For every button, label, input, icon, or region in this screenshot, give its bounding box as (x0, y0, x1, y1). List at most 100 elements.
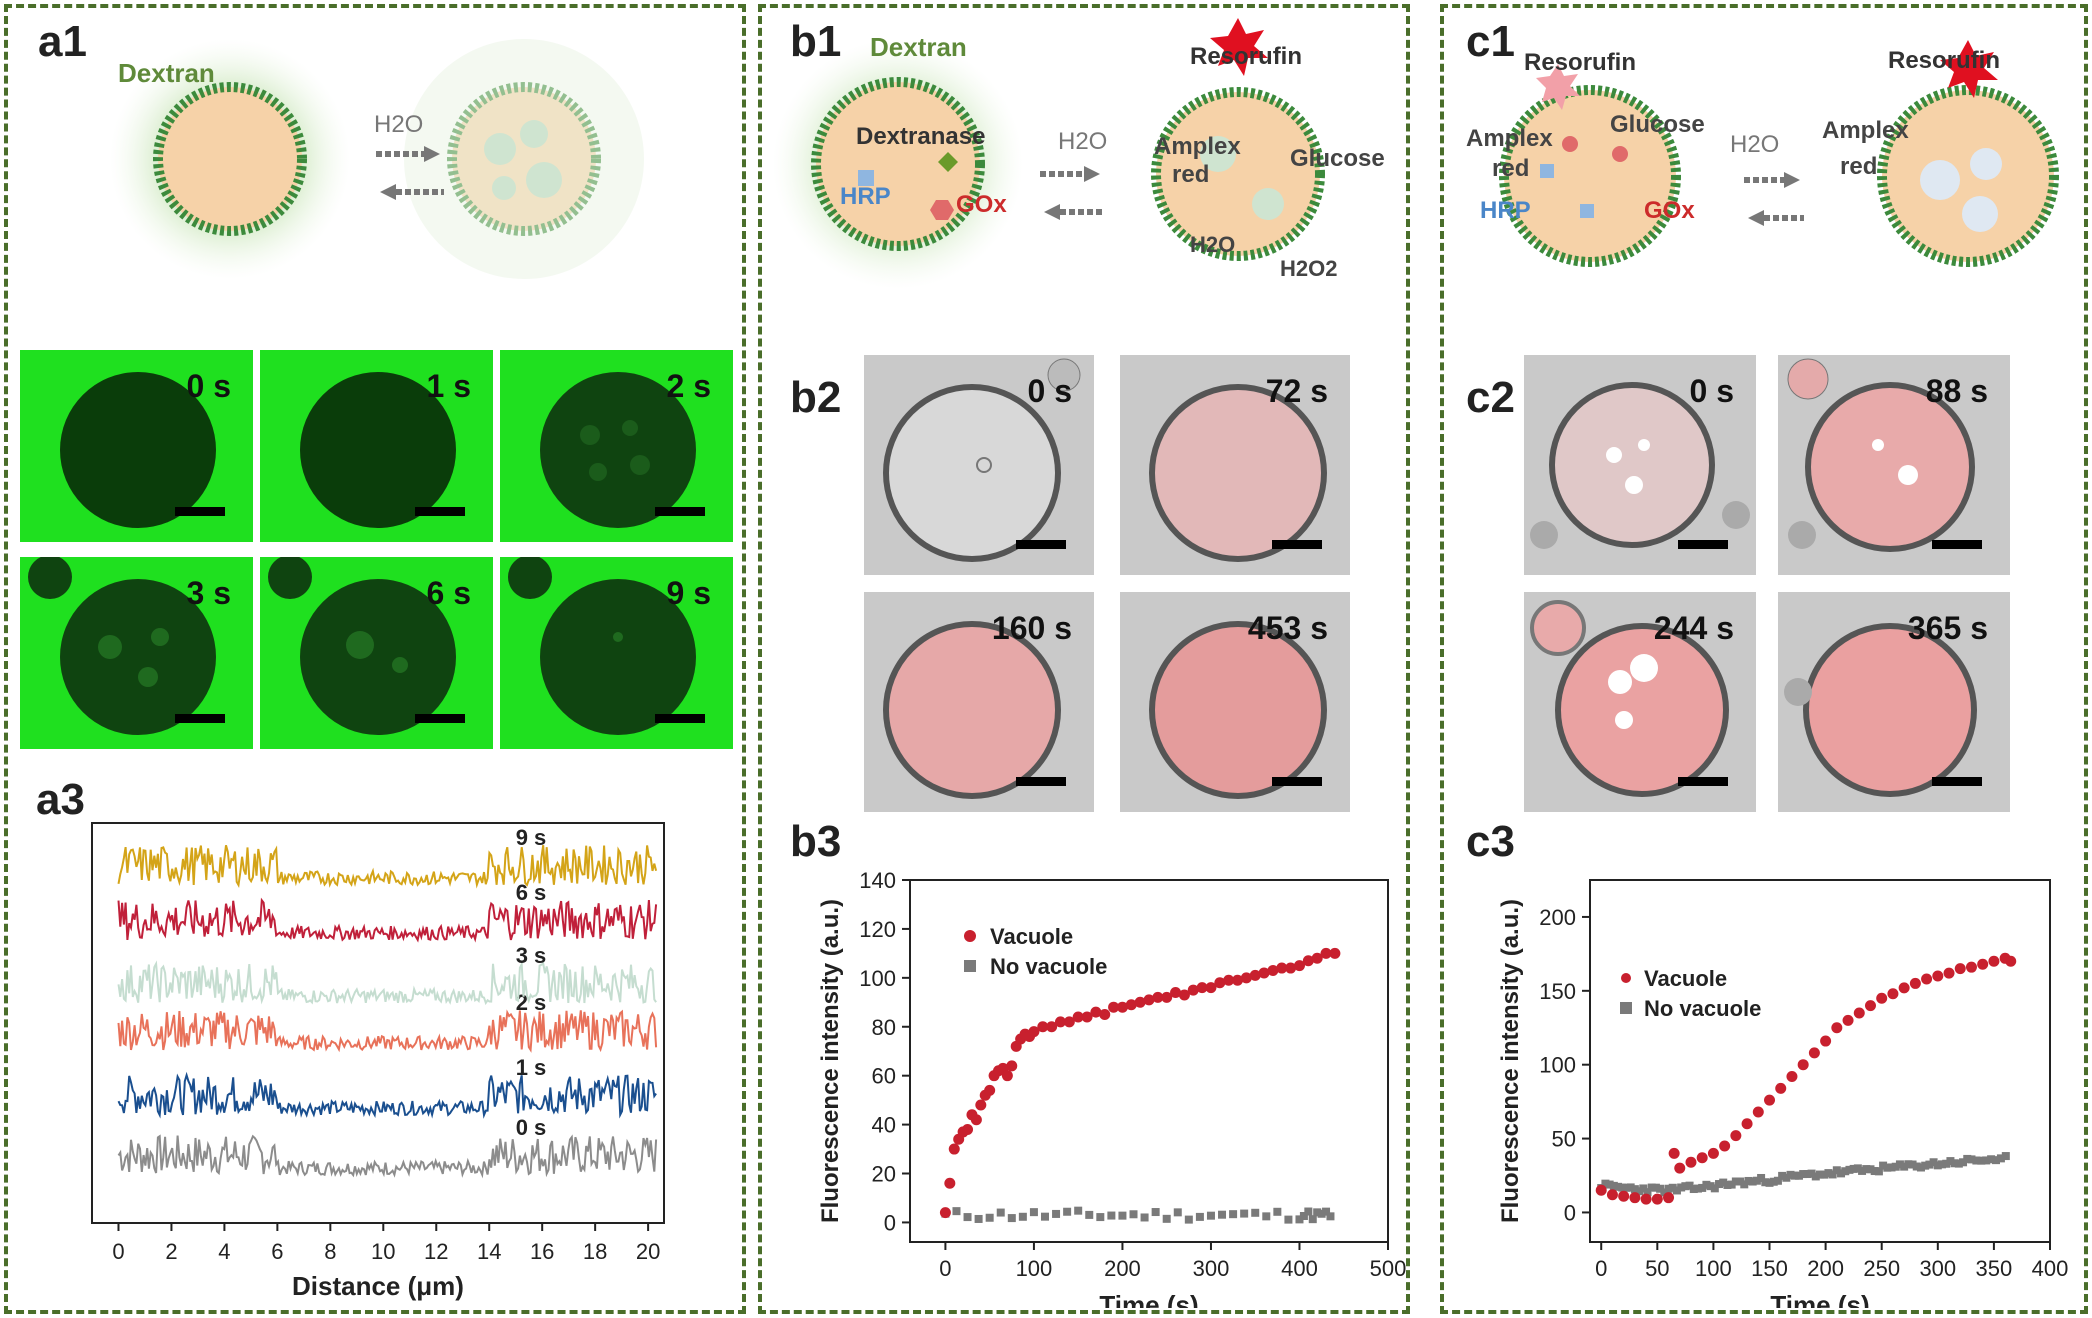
plot-frame (1589, 879, 2051, 1243)
y-axis-label: Fluorescence intensity (a.u.) (817, 899, 844, 1223)
point-no-vacuole (1107, 1211, 1116, 1220)
x-tick-label: 50 (1645, 1256, 1669, 1281)
x-tick-label: 150 (1751, 1256, 1788, 1281)
point-vacuole (1258, 967, 1270, 979)
point-no-vacuole (1299, 1212, 1308, 1221)
point-no-vacuole (2001, 1152, 2010, 1161)
point-no-vacuole (1972, 1156, 1981, 1165)
point-no-vacuole (1029, 1208, 1038, 1217)
point-no-vacuole (1883, 1163, 1892, 1172)
point-vacuole (1909, 977, 1921, 989)
point-no-vacuole (1656, 1184, 1665, 1193)
point-no-vacuole (1832, 1166, 1841, 1175)
micrograph-a2-6s: 6 s (260, 557, 493, 749)
amplex-left-label: Amplex (1466, 125, 1553, 152)
point-no-vacuole (1317, 1209, 1326, 1218)
time-label: 244 s (1653, 610, 1734, 646)
trace-label: 9 s (516, 825, 547, 850)
point-no-vacuole (1870, 1167, 1879, 1176)
point-no-vacuole (1916, 1163, 1925, 1172)
dextranase-label: Dextranase (856, 123, 985, 150)
point-no-vacuole (1063, 1207, 1072, 1216)
point-no-vacuole (1284, 1215, 1293, 1224)
point-vacuole (1853, 1007, 1865, 1019)
point-vacuole (1954, 963, 1966, 975)
vacuole (484, 133, 516, 165)
point-no-vacuole (996, 1208, 1005, 1217)
point-no-vacuole (1874, 1167, 1883, 1176)
micrograph-a2-3s: 3 s (20, 557, 253, 749)
point-no-vacuole (1689, 1185, 1698, 1194)
point-vacuole (1214, 977, 1226, 989)
point-vacuole (1752, 1106, 1764, 1118)
point-no-vacuole (1837, 1169, 1846, 1178)
point-no-vacuole (1841, 1167, 1850, 1176)
coacervate-droplet (153, 82, 307, 236)
point-vacuole (1618, 1190, 1630, 1202)
point-no-vacuole (1639, 1184, 1648, 1193)
point-no-vacuole (1326, 1212, 1335, 1221)
point-no-vacuole (1096, 1213, 1105, 1222)
point-no-vacuole (1647, 1183, 1656, 1192)
x-tick-label: 0 (939, 1256, 951, 1281)
amplex-label: Amplex (1154, 133, 1241, 160)
point-no-vacuole (1849, 1164, 1858, 1173)
glucose-label: Glucose (1610, 111, 1705, 138)
hrp-icon (1540, 164, 1554, 178)
x-tick-label: 12 (424, 1239, 448, 1264)
point-no-vacuole (1895, 1160, 1904, 1169)
hrp-icon (858, 170, 874, 186)
point-no-vacuole (1731, 1177, 1740, 1186)
point-no-vacuole (1938, 1160, 1947, 1169)
point-no-vacuole (1677, 1183, 1686, 1192)
water-halo (404, 39, 644, 279)
legend-marker-vacuole (1621, 973, 1631, 983)
point-vacuole (1320, 947, 1332, 959)
trace-label: 3 s (516, 943, 547, 968)
point-vacuole (939, 1207, 951, 1219)
trace-label: 0 s (516, 1115, 547, 1140)
point-vacuole (1161, 991, 1173, 1003)
point-no-vacuole (1313, 1208, 1322, 1217)
point-no-vacuole (1820, 1170, 1829, 1179)
point-vacuole (1028, 1026, 1040, 1038)
label-c1: c1 (1466, 17, 1515, 66)
label-c2: c2 (1466, 373, 1515, 422)
point-no-vacuole (1685, 1181, 1694, 1190)
trace-0s (117, 1134, 658, 1179)
point-vacuole (1764, 1094, 1776, 1106)
point-vacuole (1786, 1071, 1798, 1083)
point-vacuole (1864, 1000, 1876, 1012)
point-no-vacuole (1778, 1171, 1787, 1180)
point-vacuole (962, 1123, 974, 1135)
point-no-vacuole (1273, 1207, 1282, 1216)
point-no-vacuole (1987, 1155, 1996, 1164)
point-vacuole (1285, 962, 1297, 974)
point-vacuole (1223, 974, 1235, 986)
point-no-vacuole (985, 1213, 994, 1222)
y-axis-label: Fluorescence intensity (a.u.) (1497, 899, 1524, 1223)
point-no-vacuole (1782, 1173, 1791, 1182)
trace-label: 2 s (516, 990, 547, 1015)
x-tick-label: 18 (583, 1239, 607, 1264)
dextran-label: Dextran (870, 32, 967, 62)
point-no-vacuole (1736, 1177, 1745, 1186)
coacervate-droplet-vacuole (1877, 85, 2059, 267)
point-no-vacuole (1218, 1210, 1227, 1219)
micrograph-c2-365s: 365 s (1778, 592, 2010, 812)
point-vacuole (1898, 982, 1910, 994)
point-no-vacuole (1858, 1166, 1867, 1175)
point-no-vacuole (1605, 1180, 1614, 1189)
h2o-label: H2O (374, 111, 423, 138)
point-no-vacuole (1727, 1180, 1736, 1189)
point-no-vacuole (1660, 1188, 1669, 1197)
x-tick-label: 20 (636, 1239, 660, 1264)
label-b1: b1 (790, 17, 842, 66)
trace-6s (117, 897, 658, 943)
scale-bar (1272, 540, 1322, 549)
point-no-vacuole (1790, 1171, 1799, 1180)
point-no-vacuole (1967, 1155, 1976, 1164)
point-no-vacuole (1891, 1162, 1900, 1171)
point-no-vacuole (952, 1207, 961, 1216)
time-label: 0 s (186, 368, 231, 404)
